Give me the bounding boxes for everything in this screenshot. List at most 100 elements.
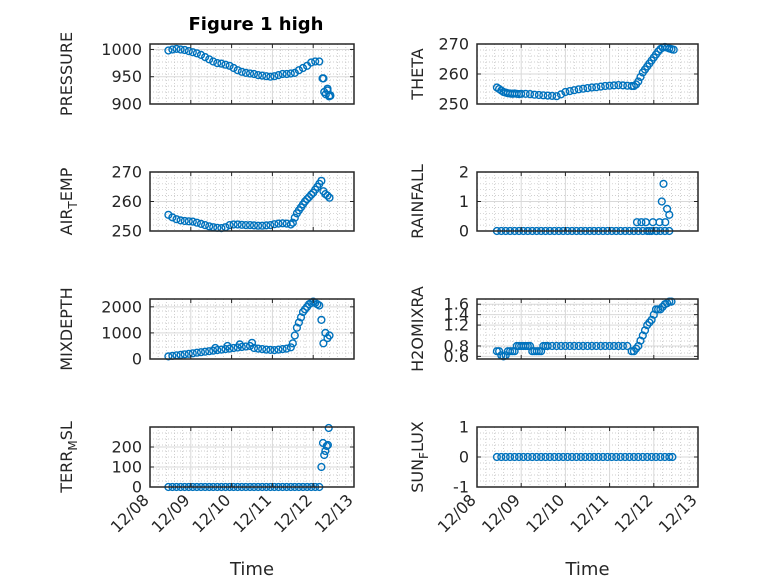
data-point <box>311 57 320 66</box>
data-point <box>176 216 185 225</box>
y-tick-label: 100 <box>111 458 142 477</box>
y-tick-label: 1000 <box>101 323 142 342</box>
y-axis-label: AIRTEMP <box>57 167 80 235</box>
data-point <box>258 345 267 354</box>
data-point <box>536 347 546 356</box>
data-point <box>547 91 557 101</box>
y-axis-label: THETA <box>408 48 427 100</box>
data-point <box>543 91 552 100</box>
data-point <box>510 347 519 356</box>
y-label-main: PRESSURE <box>57 32 76 116</box>
data-point <box>262 221 271 230</box>
data-point <box>634 452 643 462</box>
data-point <box>321 328 330 338</box>
data-point <box>184 46 193 56</box>
x-tick-label: 12/08 <box>107 490 153 536</box>
y-tick-label: 250 <box>111 222 142 241</box>
data-point <box>201 347 210 356</box>
y-tick-label: 1.4 <box>444 305 469 324</box>
data-point <box>245 221 255 230</box>
data-point <box>552 92 561 101</box>
data-point <box>634 77 643 86</box>
data-point <box>637 218 646 227</box>
y-label-main: MIXDEPTH <box>57 287 76 370</box>
data-point <box>254 221 263 230</box>
data-point <box>607 452 616 462</box>
data-point <box>258 221 267 230</box>
y-label-main: THETA <box>408 48 427 100</box>
y-tick-label: 1 <box>459 418 469 437</box>
data-point <box>532 452 541 462</box>
data-point <box>605 81 614 90</box>
data-point <box>205 347 214 356</box>
data-point <box>225 221 234 230</box>
data-point <box>636 72 645 82</box>
y-label-main: RAINFALL <box>408 164 427 239</box>
data-point <box>209 57 218 66</box>
data-point <box>625 452 634 462</box>
data-point <box>274 70 283 80</box>
data-point <box>241 221 251 230</box>
data-point <box>609 81 619 90</box>
data-point <box>578 84 588 93</box>
data-point <box>517 89 526 98</box>
data-point <box>270 220 279 229</box>
data-point <box>315 301 324 310</box>
y-label-subscript: F <box>417 452 431 459</box>
data-point <box>583 83 592 93</box>
data-point <box>587 83 597 92</box>
data-point <box>278 345 287 354</box>
data-point <box>601 81 610 91</box>
data-point <box>623 341 632 351</box>
y-tick-label: 200 <box>111 438 142 457</box>
y-axis-label: RAINFALL <box>408 164 427 239</box>
data-point <box>616 452 625 462</box>
data-point <box>184 217 193 226</box>
y-tick-label: 260 <box>438 65 469 84</box>
data-point <box>585 452 594 462</box>
data-point <box>249 69 259 79</box>
data-point <box>262 72 271 81</box>
data-point <box>180 350 189 359</box>
data-point <box>541 452 550 462</box>
data-point <box>168 45 177 54</box>
data-point <box>172 215 181 224</box>
axes-top-left: 900 950 1000 PRESSURE Figure 1 high <box>57 14 355 116</box>
axes-top-right: 250 260 270 THETA <box>408 35 699 114</box>
data-point <box>211 343 220 353</box>
data-point <box>286 220 295 229</box>
y-label-suffix: SL <box>57 421 76 440</box>
y-label-main: H2OMIXRA <box>408 286 427 372</box>
data-point <box>254 344 263 353</box>
data-point <box>525 89 535 99</box>
axes-row3-left: 0 1000 2000 MIXDEPTH <box>57 287 355 371</box>
series-4-1 <box>211 338 257 353</box>
data-point <box>317 462 326 472</box>
data-point <box>570 341 579 351</box>
axes-row2-left: 250 260 270 AIRTEMP <box>57 163 355 241</box>
x-tick-label: 12/13 <box>655 490 701 536</box>
data-point <box>188 349 197 358</box>
series-5-0 <box>492 297 676 361</box>
data-point <box>315 57 324 66</box>
data-point <box>632 218 642 227</box>
data-point <box>221 60 230 69</box>
data-point <box>539 91 548 100</box>
data-point <box>638 331 647 340</box>
data-point <box>547 341 557 351</box>
data-point <box>587 341 597 351</box>
data-point <box>237 67 246 76</box>
data-point <box>254 70 263 80</box>
data-point <box>322 441 331 451</box>
data-point <box>660 452 670 462</box>
data-point <box>497 452 506 462</box>
data-point <box>550 452 559 462</box>
data-point <box>609 341 619 351</box>
data-point <box>233 66 242 75</box>
data-point <box>205 222 214 231</box>
data-point <box>629 452 639 462</box>
x-tick-label: 12/11 <box>229 490 275 536</box>
data-point <box>570 86 579 95</box>
axes-row3-right: 0.60.81.21.41.6 H2OMIXRA <box>408 286 699 372</box>
